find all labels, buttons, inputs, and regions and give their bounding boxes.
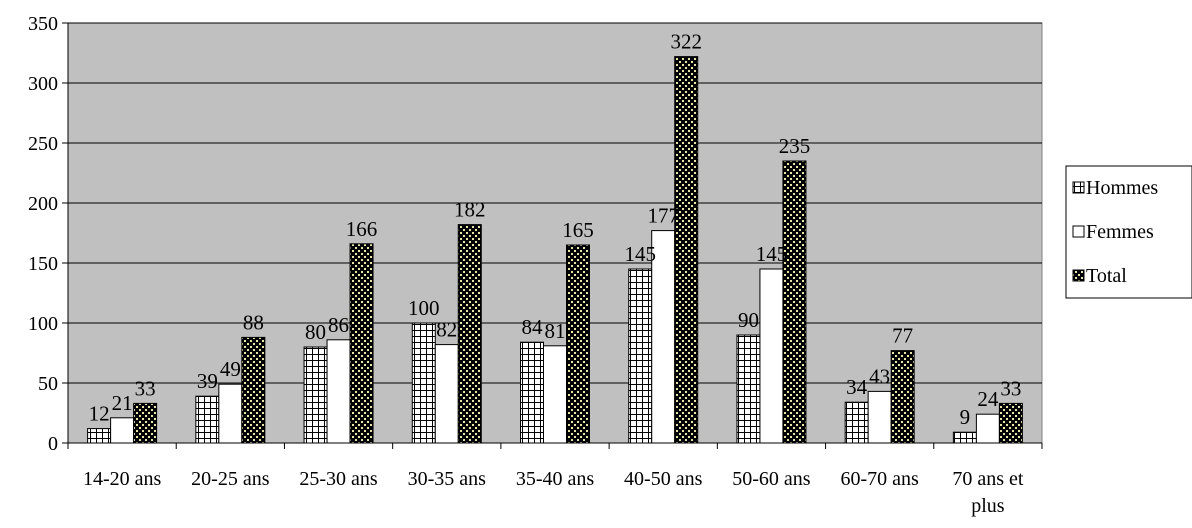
data-label-total: 182 <box>454 198 486 222</box>
y-tick-label: 200 <box>28 193 58 215</box>
legend-label-total: Total <box>1086 265 1127 287</box>
legend: Hommes Femmes Total <box>1065 165 1192 299</box>
bar-femmes-7 <box>867 390 892 444</box>
legend-label-hommes: Hommes <box>1086 177 1158 199</box>
bar-total-8 <box>998 402 1023 444</box>
y-tick-label: 150 <box>28 253 58 275</box>
bar-hommes-0 <box>87 428 112 444</box>
x-tick-label: plus <box>971 495 1005 517</box>
y-tick-label: 250 <box>28 133 58 155</box>
y-tick-label: 300 <box>28 73 58 95</box>
x-tick-label: 50-60 ans <box>732 468 811 490</box>
x-axis-ticks: 14-20 ans 20-25 ans 25-30 ans 30-35 ans 35-4… <box>67 443 1043 517</box>
axes <box>67 23 1042 444</box>
data-label-femmes: 177 <box>647 204 679 228</box>
data-label-total: 235 <box>779 134 811 158</box>
bar-femmes-0 <box>110 417 135 444</box>
bar-total-6 <box>782 160 807 444</box>
data-label-hommes: 34 <box>846 375 868 399</box>
data-label-femmes: 81 <box>545 319 566 343</box>
data-label-hommes: 12 <box>89 402 110 426</box>
data-label-hommes: 90 <box>738 308 759 332</box>
data-label-total: 77 <box>892 324 913 348</box>
data-label-hommes: 145 <box>624 242 656 266</box>
bar-hommes-2 <box>303 346 328 444</box>
y-tick-label: 0 <box>48 433 58 455</box>
bar-hommes-8 <box>952 431 977 444</box>
y-tick-label: 350 <box>28 13 58 35</box>
x-tick-label: 60-70 ans <box>841 468 920 490</box>
x-tick-label: 20-25 ans <box>191 468 270 490</box>
data-label-femmes: 49 <box>220 357 241 381</box>
data-label-total: 33 <box>1000 376 1021 400</box>
bar-hommes-1 <box>195 395 220 444</box>
bar-femmes-4 <box>543 345 567 444</box>
data-label-femmes: 145 <box>756 242 788 266</box>
data-label-total: 322 <box>670 30 702 54</box>
y-tick-label: 50 <box>38 373 58 395</box>
x-tick-label: 30-35 ans <box>408 468 487 490</box>
x-tick-label: 25-30 ans <box>299 468 378 490</box>
legend-swatch-total <box>1072 269 1085 282</box>
bar-total-7 <box>890 350 915 444</box>
bar-hommes-5 <box>628 268 653 444</box>
bars <box>87 56 1023 444</box>
bar-hommes-7 <box>844 401 869 444</box>
x-tick-label: 14-20 ans <box>83 468 162 490</box>
data-label-total: 88 <box>243 310 264 334</box>
bar-femmes-3 <box>434 344 459 444</box>
data-label-total: 165 <box>562 218 594 242</box>
bar-hommes-6 <box>736 334 761 444</box>
bar-hommes-3 <box>411 322 436 444</box>
legend-swatch-hommes <box>1072 181 1085 194</box>
bar-hommes-4 <box>520 341 544 444</box>
data-label-femmes: 24 <box>977 387 999 411</box>
gridlines <box>68 22 1042 384</box>
bar-total-5 <box>674 56 699 444</box>
bar-total-2 <box>349 243 374 444</box>
x-tick-label: 35-40 ans <box>516 468 595 490</box>
data-label-total: 33 <box>135 376 156 400</box>
bar-femmes-2 <box>326 339 351 444</box>
data-label-femmes: 82 <box>436 318 457 342</box>
data-label-total: 166 <box>346 217 378 241</box>
legend-box <box>1065 165 1192 299</box>
data-label-femmes: 86 <box>328 313 349 337</box>
data-label-hommes: 9 <box>960 405 971 429</box>
bar-total-0 <box>133 402 158 444</box>
bar-total-1 <box>241 336 266 444</box>
data-label-hommes: 100 <box>408 296 440 320</box>
bar-femmes-6 <box>759 268 784 444</box>
data-label-femmes: 43 <box>869 364 890 388</box>
legend-label-femmes: Femmes <box>1086 221 1154 243</box>
y-axis-ticks: 0 50 100 150 200 250 300 350 <box>28 13 68 455</box>
bar-total-4 <box>566 244 590 444</box>
data-label-hommes: 80 <box>305 320 326 344</box>
x-tick-label: 70 ans et <box>952 468 1024 490</box>
y-tick-label: 100 <box>28 313 58 335</box>
bar-total-3 <box>457 224 482 444</box>
data-label-femmes: 21 <box>112 391 133 415</box>
data-label-hommes: 84 <box>522 315 544 339</box>
x-tick-label: 40-50 ans <box>624 468 703 490</box>
bar-femmes-8 <box>975 413 1000 444</box>
legend-swatch-femmes <box>1072 225 1085 238</box>
data-label-hommes: 39 <box>197 369 218 393</box>
bar-femmes-1 <box>218 383 243 444</box>
